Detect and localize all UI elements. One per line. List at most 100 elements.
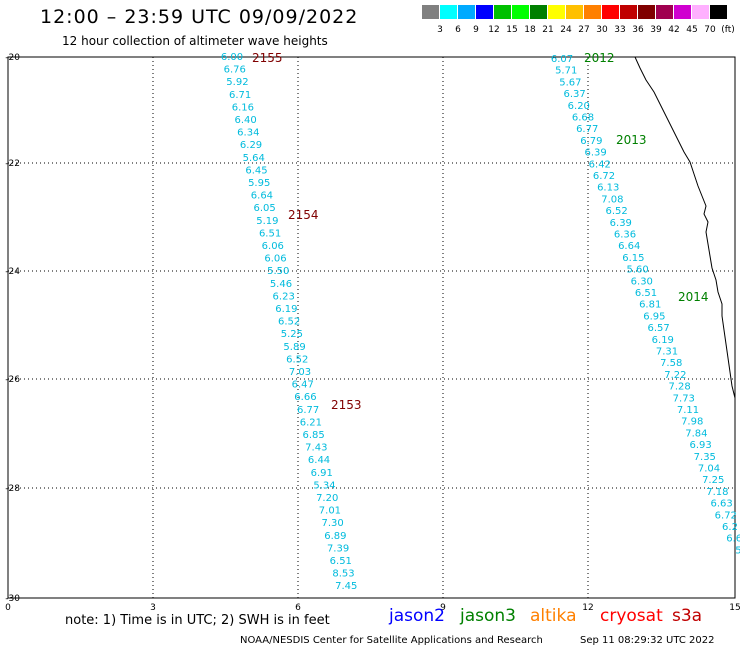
swh-value: 5.46 — [270, 279, 292, 290]
swh-value: 6.63 — [710, 499, 732, 510]
swh-value: 6.20 — [568, 101, 590, 112]
scale-swatch — [692, 5, 709, 19]
swh-value: 5.64 — [243, 153, 265, 164]
swh-value: 8.53 — [332, 569, 354, 580]
swh-value: 5.60 — [626, 265, 648, 276]
swh-value: 6.05 — [254, 203, 276, 214]
swh-value: 6.52 — [278, 317, 300, 328]
swh-value: 6.15 — [622, 253, 644, 264]
swh-value: 7.18 — [706, 487, 728, 498]
footer-note: note: 1) Time is in UTC; 2) SWH is in fe… — [65, 613, 330, 628]
scale-swatch — [530, 5, 547, 19]
map-subtitle: 12 hour collection of altimeter wave hei… — [62, 34, 328, 48]
y-axis-label: -30 — [5, 594, 20, 604]
scale-label: 36 — [632, 25, 644, 35]
swh-value: 6.64 — [251, 191, 273, 202]
x-axis-label: 9 — [440, 603, 446, 613]
swh-value: 6.23 — [273, 291, 295, 302]
swh-value: 5.25 — [281, 329, 303, 340]
timestamp: Sep 11 08:29:32 UTC 2022 — [580, 635, 715, 646]
swh-value: 6.29 — [240, 140, 262, 151]
swh-value: 6.36 — [614, 230, 636, 241]
scale-label: (ft) — [721, 25, 735, 35]
plot-frame — [7, 56, 736, 599]
swh-value: 6.72 — [593, 171, 615, 182]
swh-value: 6.93 — [689, 440, 711, 451]
scale-swatch — [674, 5, 691, 19]
swh-value: 6.6 — [726, 534, 740, 545]
scale-label: 15 — [506, 25, 518, 35]
swh-value: 6.37 — [563, 89, 585, 100]
swh-value: 7.84 — [685, 428, 707, 439]
swh-value: 6.89 — [324, 531, 346, 542]
map-title: 12:00 – 23:59 UTC 09/09/2022 — [40, 6, 359, 28]
scale-label: 70 — [704, 25, 716, 35]
swh-value: 7.98 — [681, 417, 703, 428]
swh-value: 7.35 — [694, 452, 716, 463]
swh-value: 6.19 — [275, 304, 297, 315]
swh-value: 6.76 — [224, 65, 246, 76]
scale-label: 3 — [437, 25, 443, 35]
scale-label: 42 — [668, 25, 680, 35]
scale-label: 18 — [524, 25, 536, 35]
pass-time-label: 2013 — [616, 133, 647, 147]
swh-value: 6.51 — [635, 288, 657, 299]
swh-value: 7.03 — [289, 367, 311, 378]
swh-value: 6.42 — [589, 159, 611, 170]
scale-label: 24 — [560, 25, 572, 35]
swh-value: 6.00 — [221, 52, 243, 63]
scale-swatch — [512, 5, 529, 19]
swh-value: 6.06 — [264, 254, 286, 265]
scale-swatch — [548, 5, 565, 19]
legend-jason3: jason3 — [460, 606, 516, 626]
legend-altika: altika — [530, 606, 577, 626]
legend-s3a: s3a — [672, 606, 703, 626]
swh-value: 6.95 — [643, 311, 665, 322]
swh-value: 7.20 — [316, 493, 338, 504]
credit-text: NOAA/NESDIS Center for Satellite Applica… — [240, 635, 543, 646]
pass-time-label: 2154 — [288, 208, 319, 222]
scale-label: 21 — [542, 25, 554, 35]
scale-label: 45 — [686, 25, 698, 35]
swh-value: 6.81 — [639, 300, 661, 311]
legend-cryosat: cryosat — [600, 606, 663, 626]
scale-swatch — [494, 5, 511, 19]
swh-value: 6.2 — [722, 522, 738, 533]
swh-value: 6.85 — [302, 430, 324, 441]
scale-label: 12 — [488, 25, 500, 35]
scale-swatch — [584, 5, 601, 19]
swh-value: 7.43 — [305, 443, 327, 454]
scale-label: 6 — [455, 25, 461, 35]
swh-value: 5.67 — [559, 77, 581, 88]
swh-value: 6.06 — [262, 241, 284, 252]
swh-value: 6.57 — [647, 323, 669, 334]
y-axis-label: -24 — [5, 267, 20, 277]
pass-time-label: 2155 — [252, 51, 283, 65]
swh-value: 7.73 — [673, 393, 695, 404]
swh-value: 6.77 — [297, 405, 319, 416]
swh-value: 6.39 — [584, 148, 606, 159]
x-axis-label: 0 — [5, 603, 11, 613]
pass-time-label: 2012 — [584, 51, 615, 65]
swh-value: 6.07 — [551, 54, 573, 65]
x-axis-label: 12 — [582, 603, 593, 613]
swh-value: 6.72 — [715, 510, 737, 521]
swh-value: 6.21 — [300, 417, 322, 428]
swh-value: 7.08 — [601, 194, 623, 205]
x-axis-label: 6 — [295, 603, 301, 613]
swh-value: 7.04 — [698, 464, 720, 475]
scale-swatch — [458, 5, 475, 19]
swh-value: 5.34 — [313, 480, 335, 491]
scale-swatch — [440, 5, 457, 19]
swh-value: 6.64 — [618, 241, 640, 252]
coastline — [634, 56, 736, 399]
swh-value: 6.40 — [234, 115, 256, 126]
swh-value: 7.31 — [656, 347, 678, 358]
scale-label: 30 — [596, 25, 608, 35]
pass-time-label: 2014 — [678, 290, 709, 304]
swh-value: 5 — [735, 545, 740, 556]
scale-label: 9 — [473, 25, 479, 35]
scale-swatch — [656, 5, 673, 19]
swh-value: 7.22 — [664, 370, 686, 381]
swh-value: 6.47 — [292, 380, 314, 391]
